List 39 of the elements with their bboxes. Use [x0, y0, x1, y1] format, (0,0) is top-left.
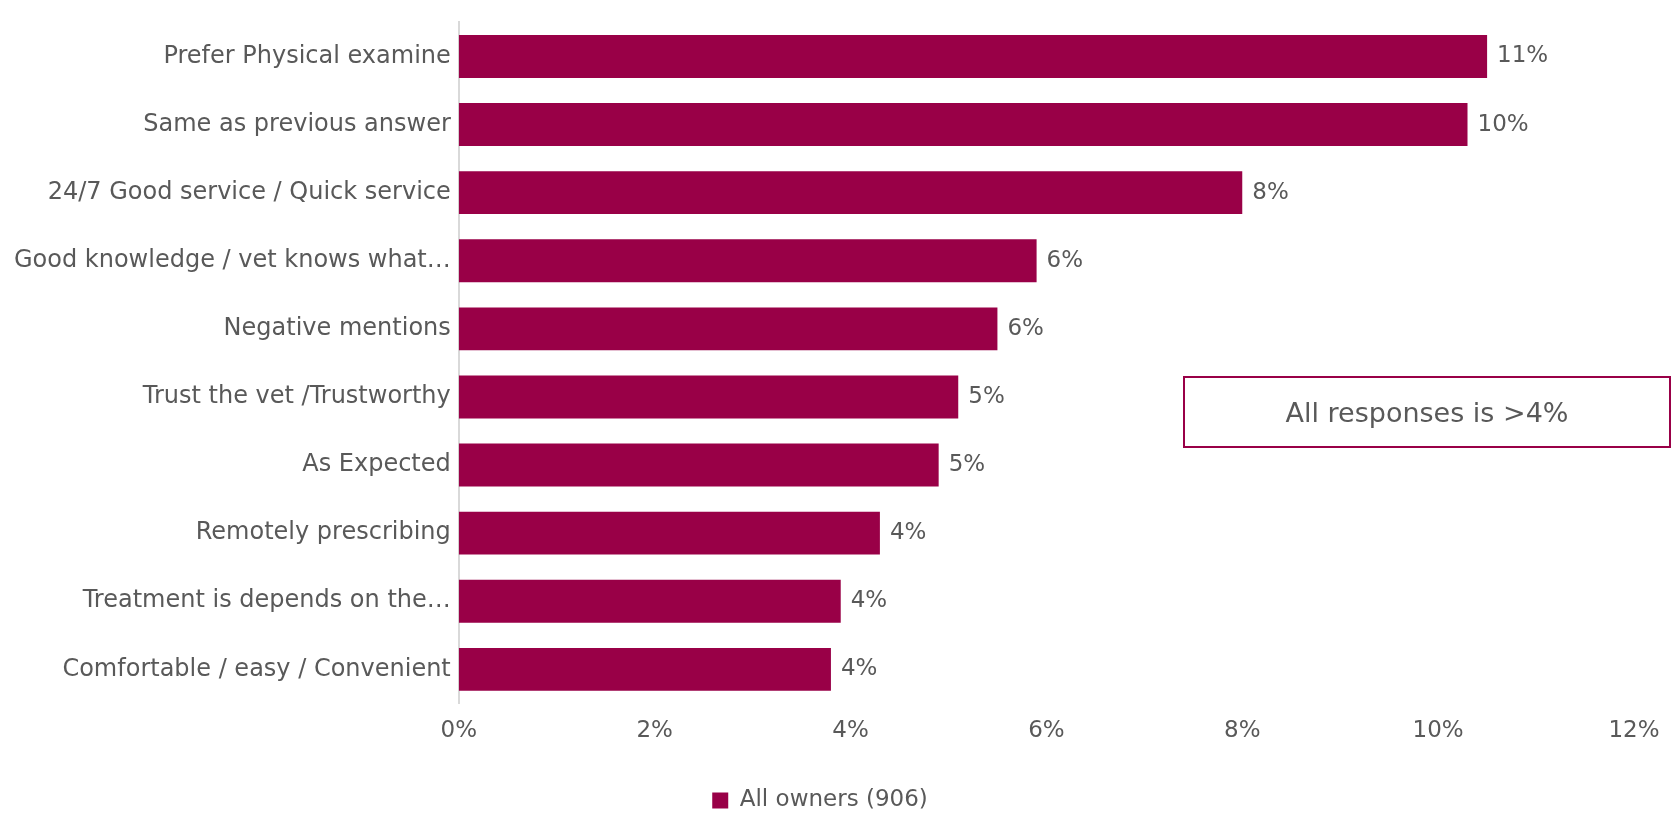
- y-tick-label: Remotely prescribing: [195, 517, 451, 546]
- y-tick-label: Trust the vet /Trustworthy: [141, 381, 451, 410]
- bar: [458, 579, 841, 623]
- bar: [458, 307, 998, 351]
- x-tick-label: 12%: [1608, 716, 1660, 743]
- data-label: 10%: [1477, 109, 1529, 136]
- bar: [458, 171, 1243, 215]
- y-tick-label: Negative mentions: [223, 313, 451, 342]
- x-tick-label: 2%: [636, 716, 673, 743]
- data-label: 11%: [1497, 41, 1549, 68]
- data-label: 4%: [889, 518, 927, 545]
- data-label: 5%: [948, 450, 986, 477]
- y-tick-label: 24/7 Good service / Quick service: [47, 176, 451, 205]
- data-label: 6%: [1007, 313, 1044, 340]
- x-tick-label: 0%: [440, 716, 478, 743]
- data-label: 4%: [850, 586, 888, 613]
- data-label: 6%: [1046, 245, 1084, 272]
- data-label: 4%: [840, 654, 878, 681]
- bar: [458, 35, 1488, 78]
- data-label: 8%: [1252, 177, 1289, 204]
- x-tick-label: 10%: [1412, 716, 1464, 743]
- data-label: 5%: [968, 381, 1005, 408]
- y-tick-label: Treatment is depends on the…: [81, 585, 451, 614]
- y-tick-label: As Expected: [302, 449, 451, 478]
- bar: [458, 443, 939, 487]
- bar: [458, 647, 831, 691]
- y-tick-label: Good knowledge / vet knows what…: [14, 244, 451, 273]
- x-tick-label: 4%: [832, 716, 869, 743]
- x-tick-label: 8%: [1224, 716, 1261, 743]
- y-tick-label: Comfortable / easy / Convenient: [62, 653, 451, 682]
- note-box: All responses is >4%: [1183, 376, 1671, 448]
- bar: [458, 239, 1037, 283]
- bar: [458, 375, 959, 419]
- bar: [458, 511, 880, 555]
- y-tick-label: Same as previous answer: [143, 108, 451, 137]
- bar: [458, 103, 1468, 146]
- legend-label: All owners (906): [739, 785, 928, 812]
- x-tick-label: 6%: [1028, 716, 1065, 743]
- y-tick-label: Prefer Physical examine: [163, 40, 451, 69]
